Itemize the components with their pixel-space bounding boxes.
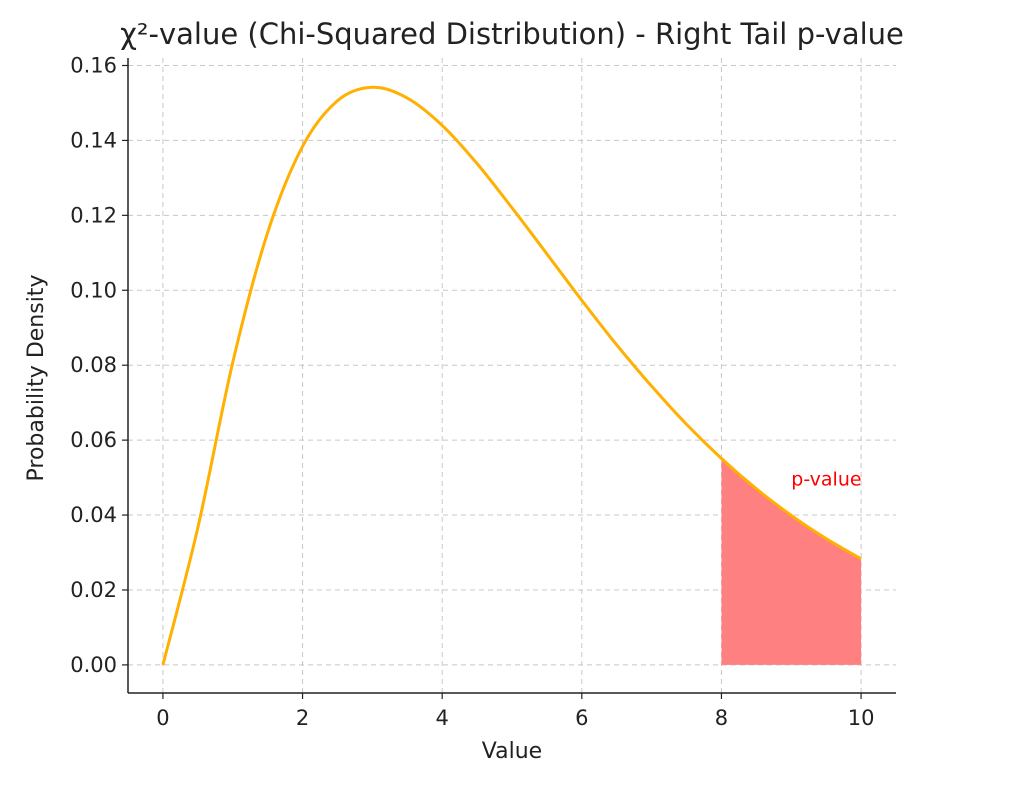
y-tick-label: 0.06 — [70, 428, 117, 452]
y-tick-label: 0.04 — [70, 503, 117, 527]
y-tick-label: 0.14 — [70, 128, 117, 152]
x-tick-label: 8 — [715, 706, 728, 730]
y-tick-label: 0.02 — [70, 578, 117, 602]
chart-title: χ²-value (Chi-Squared Distribution) - Ri… — [120, 17, 904, 51]
y-axis-label: Probability Density — [24, 275, 49, 482]
x-tick-label: 10 — [848, 706, 875, 730]
y-tick-label: 0.00 — [70, 653, 117, 677]
x-tick-label: 0 — [156, 706, 169, 730]
axes: 0 2 4 6 8 10 0.00 0.02 0.04 0.06 0.08 0.10 0.12 0.14 0… — [70, 53, 896, 730]
y-tick-label: 0.10 — [70, 278, 117, 302]
pdf-curve — [161, 85, 862, 666]
y-tick-label: 0.12 — [70, 203, 117, 227]
y-tick-label: 0.08 — [70, 353, 117, 377]
x-tick-label: 6 — [575, 706, 588, 730]
p-value-annotation: p-value — [791, 469, 861, 491]
x-tick-label: 4 — [435, 706, 448, 730]
x-tick-label: 2 — [296, 706, 309, 730]
y-tick-label: 0.16 — [70, 53, 117, 77]
x-axis-label: Value — [482, 739, 542, 764]
p-value-shaded-area — [721, 458, 862, 665]
